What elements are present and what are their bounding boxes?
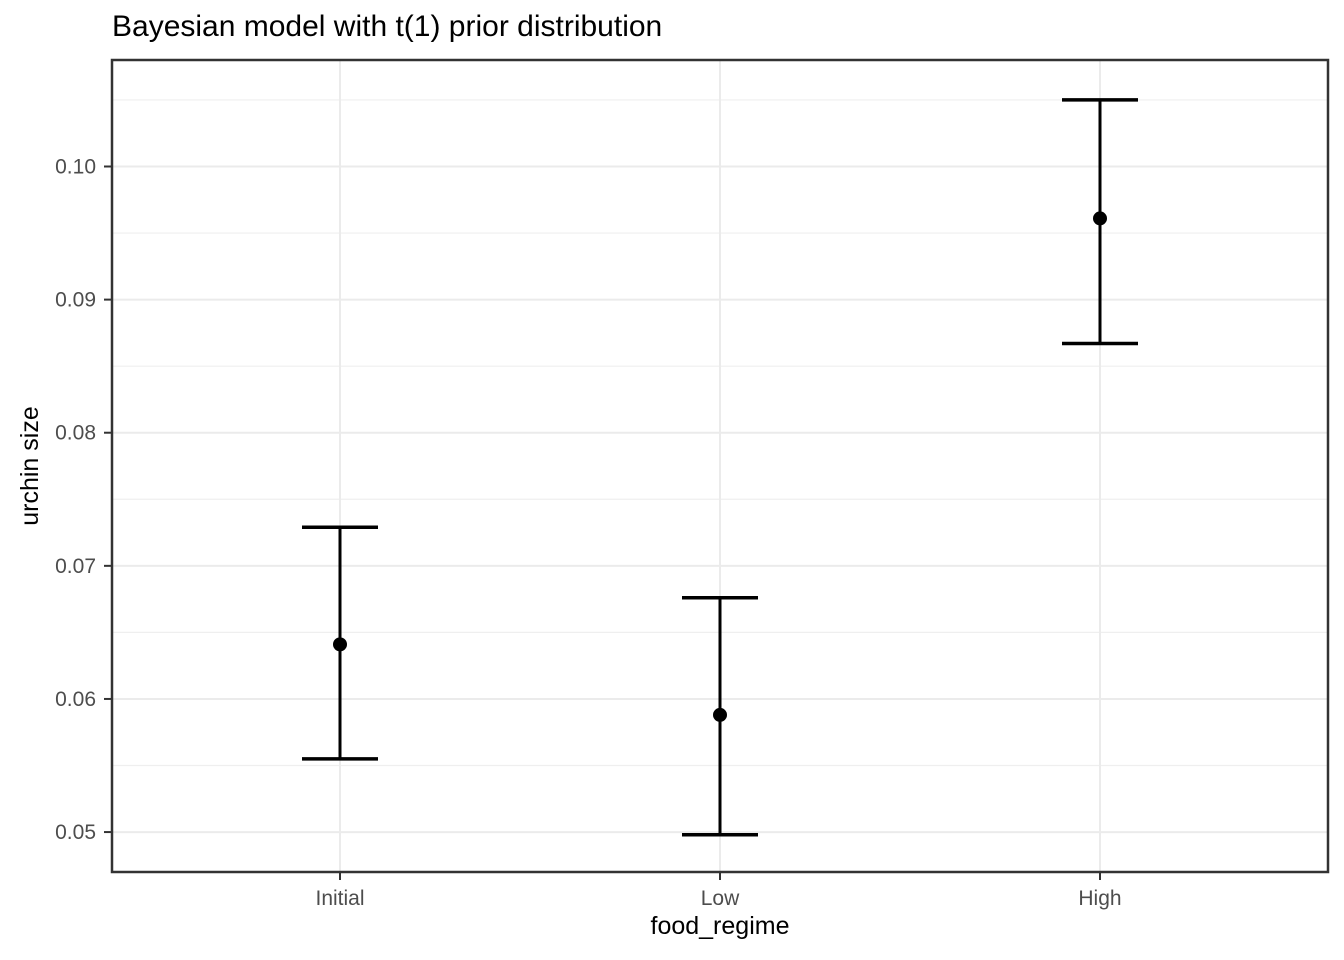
y-tick-label: 0.06 xyxy=(55,688,96,711)
point-estimate xyxy=(333,637,347,652)
y-tick-label: 0.09 xyxy=(55,289,96,312)
y-tick-label: 0.10 xyxy=(55,155,96,178)
chart-title: Bayesian model with t(1) prior distribut… xyxy=(112,10,663,43)
x-tick-label: High xyxy=(1078,887,1121,910)
y-tick-label: 0.05 xyxy=(55,821,96,844)
point-estimate xyxy=(1093,211,1107,226)
y-tick-label: 0.08 xyxy=(55,422,96,445)
x-tick-label: Low xyxy=(701,887,740,910)
panel-border xyxy=(110,58,1330,874)
y-tick-label: 0.07 xyxy=(55,555,96,578)
y-axis-title-text: urchin size xyxy=(16,406,44,526)
x-axis-title: food_regime xyxy=(650,912,790,940)
point-estimate xyxy=(713,707,727,722)
x-tick-label: Initial xyxy=(315,887,364,910)
